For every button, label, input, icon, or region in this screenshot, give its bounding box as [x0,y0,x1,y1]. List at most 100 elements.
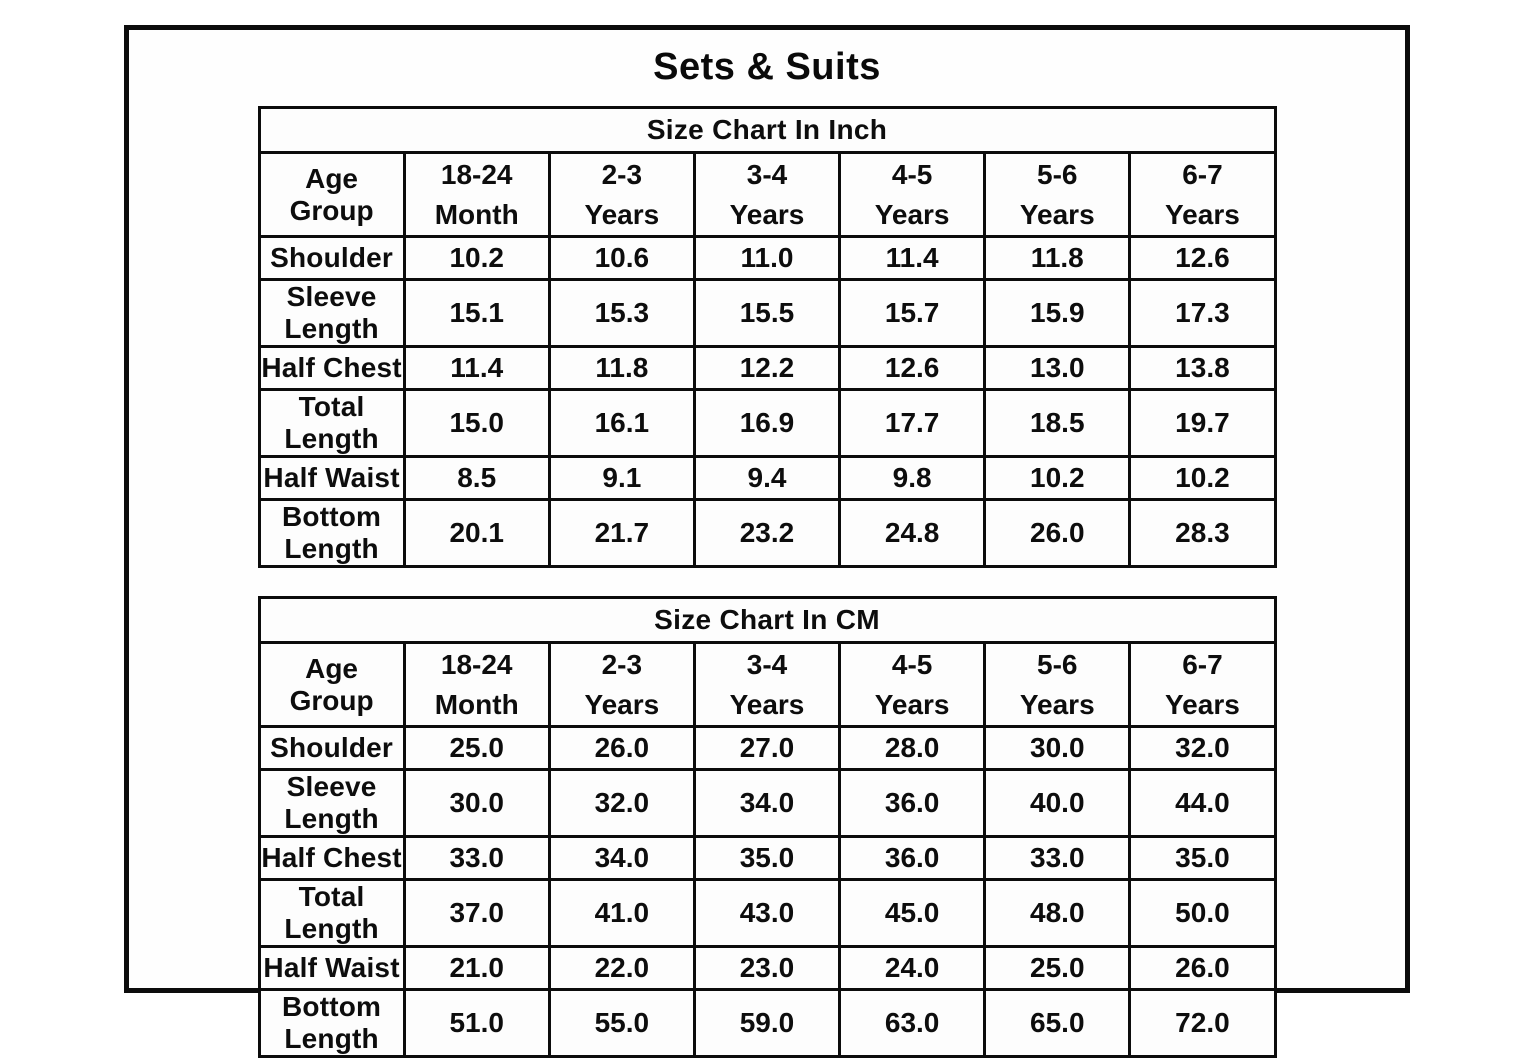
measurement-value: 43.0 [692,878,842,948]
measurement-value: 15.3 [547,278,696,348]
measurement-value: 11.4 [838,235,987,281]
measurement-value: 36.0 [838,835,987,881]
measurement-value: 15.9 [983,278,1132,348]
measurement-value: 22.0 [547,945,696,991]
measurement-row: Half Waist 21.0 22.0 23.0 24.0 25.0 26.0 [257,945,1277,991]
measurement-value: 16.9 [692,388,842,458]
measurement-value: 11.4 [402,345,551,391]
age-range-text: 3-4 [746,158,788,190]
measurement-label: Bottom Length [257,988,406,1058]
measurement-value: 8.5 [402,455,551,501]
measurement-value: 9.4 [692,455,842,501]
measurement-value: 55.0 [547,988,696,1058]
measurement-label: Shoulder [257,725,406,771]
size-chart-cm-table: Size Chart In CM Age Group 18-24 Month 2-3 Ye… [257,596,1277,1058]
measurement-label: Sleeve Length [257,768,406,838]
age-column-header: 18-24 Month [402,151,551,238]
measurement-value: 35.0 [692,835,842,881]
measurement-value: 65.0 [983,988,1132,1058]
age-column-header: 4-5 Years [838,641,987,728]
measurement-value: 51.0 [402,988,551,1058]
age-unit-text: Years [1019,688,1095,720]
measurement-value: 26.0 [547,725,696,771]
measurement-value: 15.5 [692,278,842,348]
measurement-label: Shoulder [257,235,406,281]
measurement-value: 27.0 [692,725,842,771]
age-unit-text: Month [434,198,519,230]
age-unit-text: Years [584,688,660,720]
size-chart-card: Sets & Suits Size Chart In Inch Age Group… [124,25,1410,1058]
age-range-text: 2-3 [601,648,643,680]
age-column-header: 6-7 Years [1128,641,1277,728]
measurement-value: 33.0 [402,835,551,881]
measurement-label: Total Length [257,388,406,458]
age-range-text: 2-3 [601,158,643,190]
age-column-header: 5-6 Years [983,151,1132,238]
measurement-value: 9.8 [838,455,987,501]
measurement-value: 15.7 [838,278,987,348]
age-range-text: 5-6 [1037,158,1078,190]
age-group-header-row: Age Group 18-24 Month 2-3 Years 3-4 Years 4-5 Ye… [257,151,1277,238]
measurement-value: 24.8 [838,498,987,568]
measurement-label: Half Chest [257,835,406,881]
measurement-value: 12.2 [692,345,842,391]
measurement-row: Bottom Length 20.1 21.7 23.2 24.8 26.0 28.3 [257,498,1277,568]
measurement-value: 15.1 [402,278,551,348]
age-unit-text: Years [729,688,805,720]
measurement-value: 23.2 [692,498,842,568]
page-title: Sets & Suits [653,46,881,88]
age-unit-text: Years [1165,198,1240,230]
measurement-value: 20.1 [402,498,551,568]
measurement-value: 32.0 [1128,725,1277,771]
measurement-value: 26.0 [983,498,1132,568]
measurement-value: 40.0 [983,768,1132,838]
age-range-text: 4-5 [891,648,933,680]
measurement-value: 30.0 [402,768,551,838]
measurement-value: 44.0 [1128,768,1277,838]
age-range-text: 5-6 [1037,648,1078,680]
measurement-row: Half Chest 11.4 11.8 12.2 12.6 13.0 13.8 [257,345,1277,391]
age-range-text: 6-7 [1182,648,1223,680]
age-range-text: 18-24 [440,648,513,680]
age-column-header: 2-3 Years [547,641,696,728]
measurement-label: Half Chest [257,345,406,391]
age-column-header: 4-5 Years [838,151,987,238]
measurement-row: Sleeve Length 30.0 32.0 34.0 36.0 40.0 44.0 [257,768,1277,838]
measurement-value: 48.0 [983,878,1132,948]
measurement-value: 28.3 [1128,498,1277,568]
measurement-value: 34.0 [692,768,842,838]
table-title-row: Size Chart In Inch [257,106,1277,154]
age-column-header: 3-4 Years [692,641,842,728]
measurement-value: 11.8 [547,345,696,391]
measurement-value: 10.2 [983,455,1132,501]
measurement-value: 59.0 [692,988,842,1058]
measurement-label: Half Waist [257,945,406,991]
age-range-text: 4-5 [891,158,933,190]
measurement-value: 17.3 [1128,278,1277,348]
measurement-value: 36.0 [838,768,987,838]
age-unit-text: Years [874,688,950,720]
measurement-label: Bottom Length [257,498,406,568]
size-chart-inch-table: Size Chart In Inch Age Group 18-24 Month 2-3… [257,106,1277,568]
measurement-value: 25.0 [402,725,551,771]
measurement-row: Shoulder 25.0 26.0 27.0 28.0 30.0 32.0 [257,725,1277,771]
age-column-header: 6-7 Years [1128,151,1277,238]
measurement-value: 15.0 [402,388,551,458]
measurement-value: 26.0 [1128,945,1277,991]
table-title-row: Size Chart In CM [257,596,1277,644]
measurement-value: 25.0 [983,945,1132,991]
measurement-value: 17.7 [838,388,987,458]
measurement-value: 10.2 [402,235,551,281]
measurement-value: 10.2 [1128,455,1277,501]
measurement-value: 28.0 [838,725,987,771]
measurement-value: 72.0 [1128,988,1277,1058]
measurement-value: 11.8 [983,235,1132,281]
measurement-label: Half Waist [257,455,406,501]
measurement-label: Total Length [257,878,406,948]
measurement-row: Sleeve Length 15.1 15.3 15.5 15.7 15.9 17.3 [257,278,1277,348]
age-group-corner-cell: Age Group [257,641,406,728]
measurement-value: 11.0 [692,235,842,281]
table-title: Size Chart In Inch [257,106,1277,154]
age-column-header: 5-6 Years [983,641,1132,728]
age-group-corner-cell: Age Group [257,151,406,238]
